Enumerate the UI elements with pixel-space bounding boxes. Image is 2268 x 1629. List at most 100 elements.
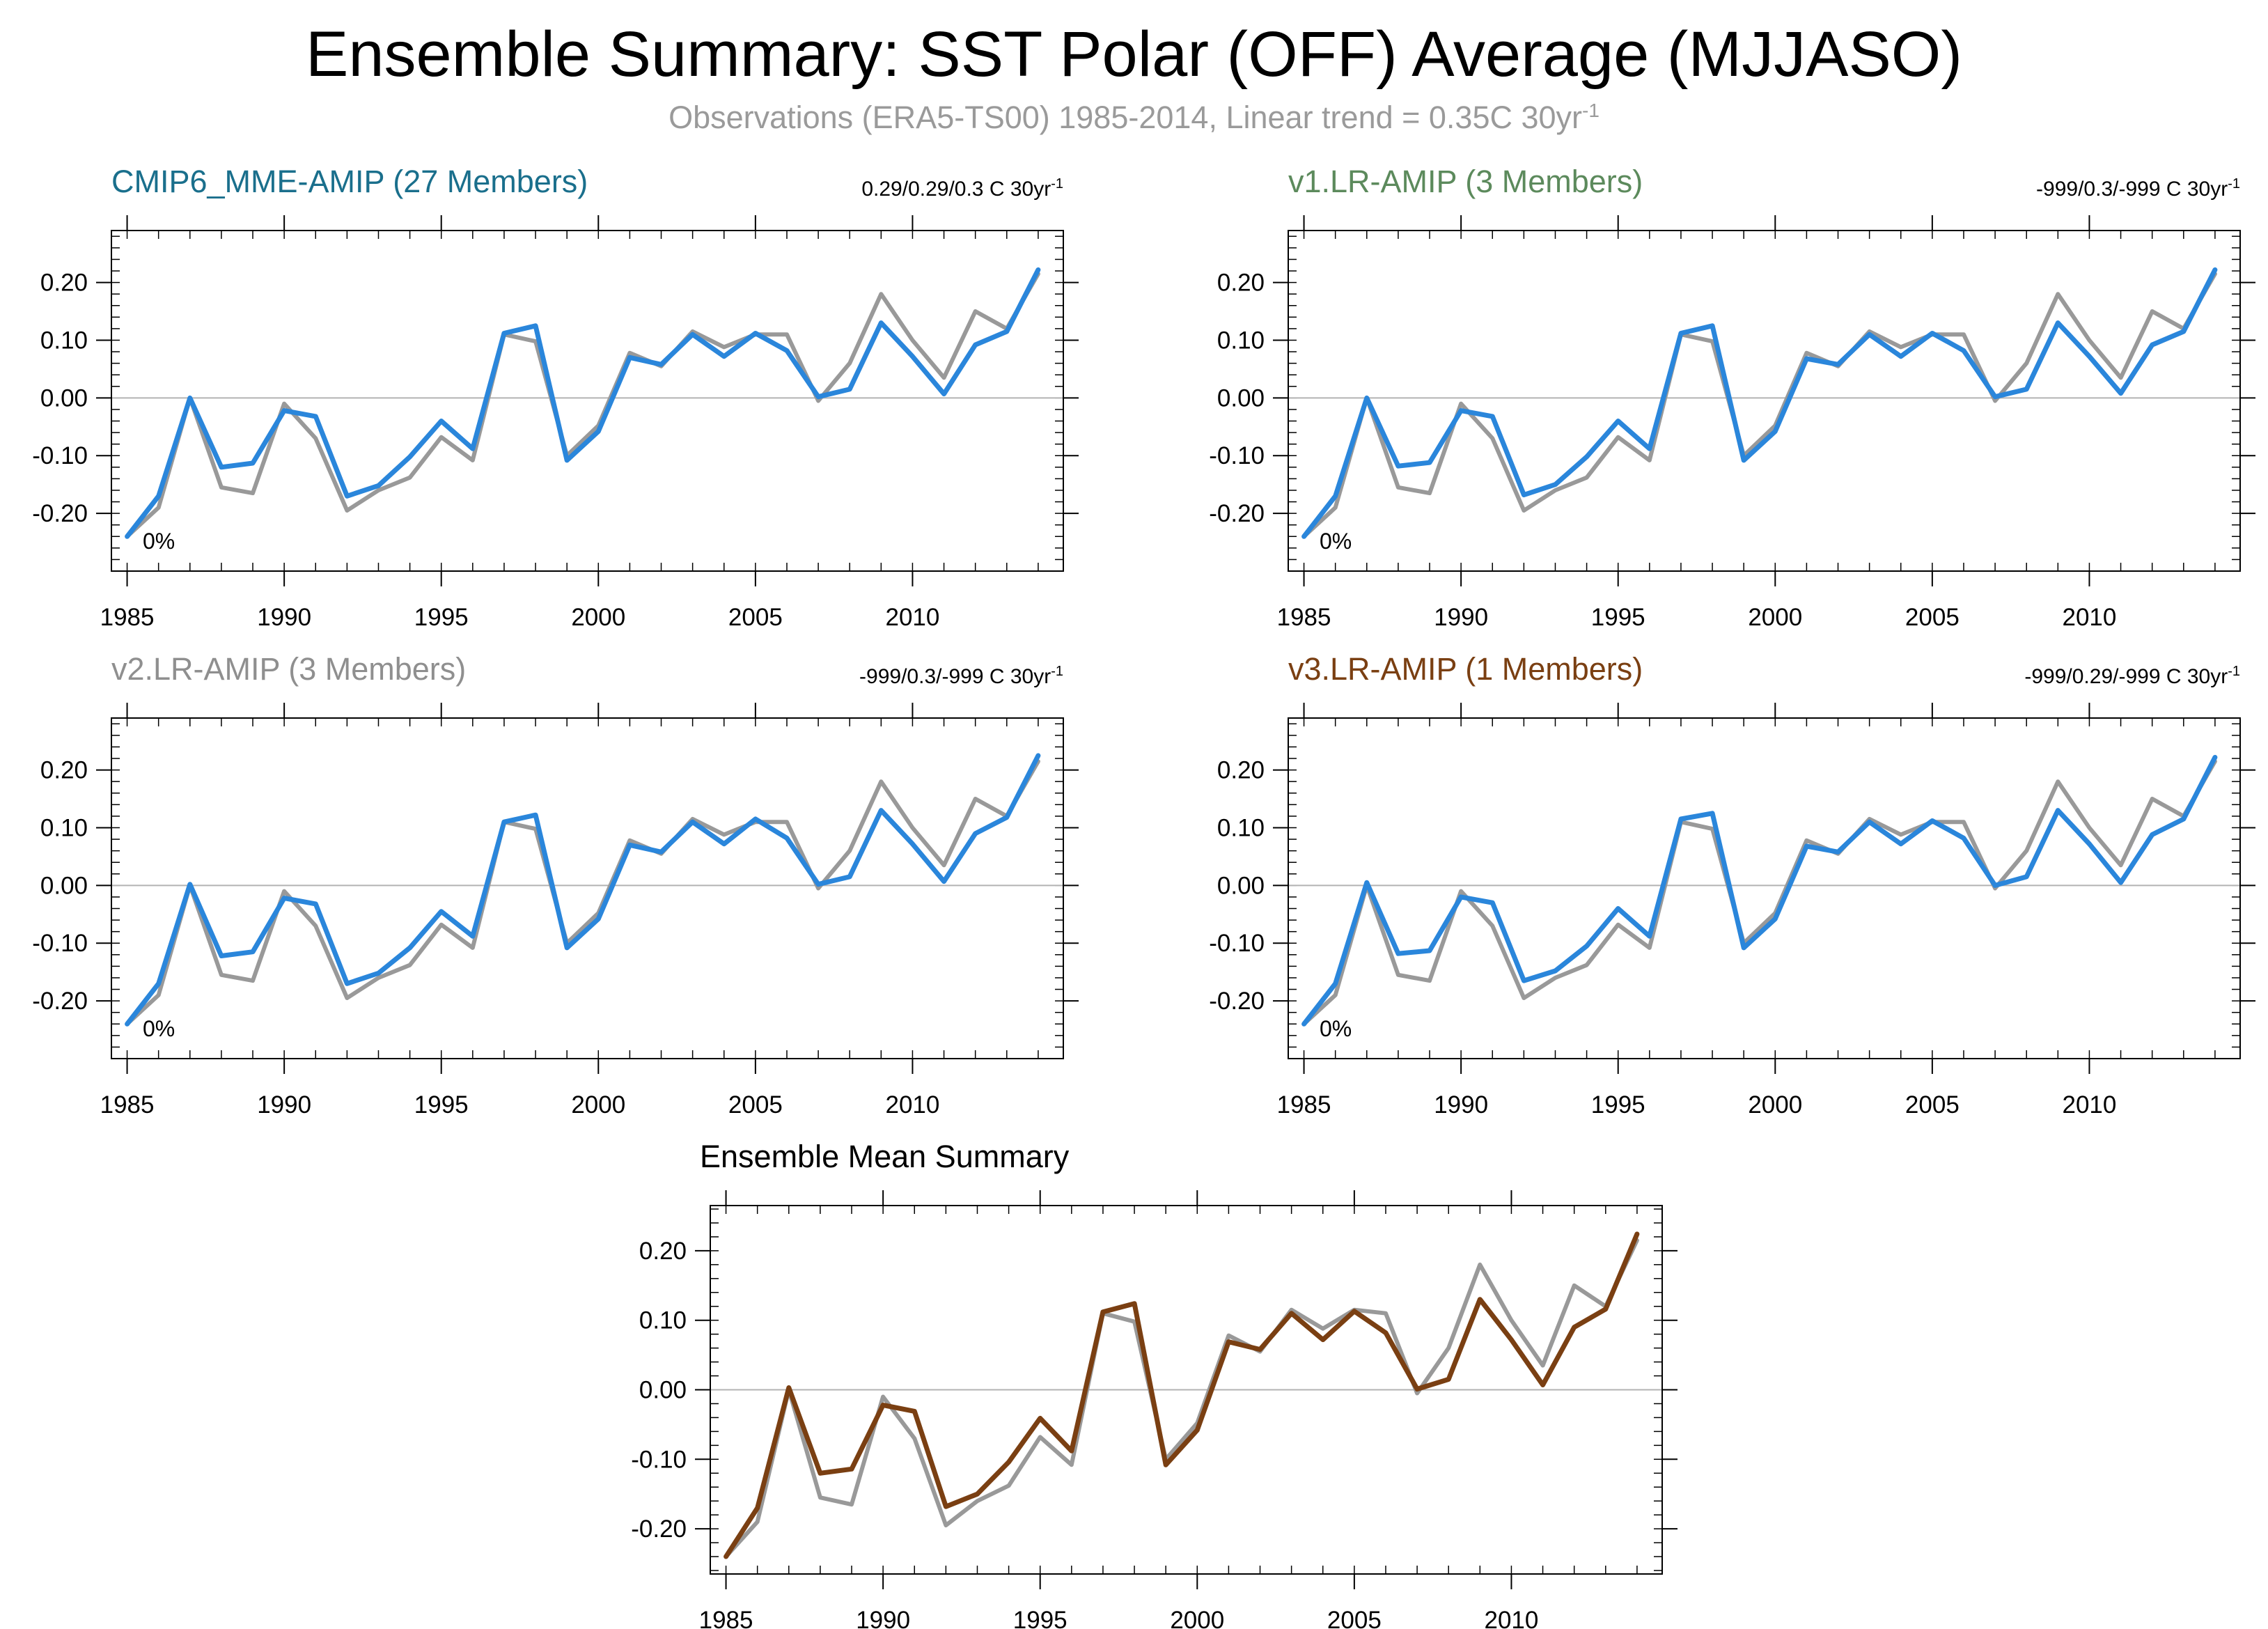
chart-svg: 1985 1990 1995 2000 2005 2010 0.20 0.10 0.00 -0.1… <box>32 703 1079 1119</box>
major-ticks <box>1273 703 2255 1074</box>
chart-svg: 1985 1990 1995 2000 2005 2010 0.20 0.10 0.00 -0.1… <box>1209 703 2255 1119</box>
x-tick-label: 2005 <box>728 1091 783 1119</box>
y-tick-label: 0.00 <box>40 384 88 412</box>
plot-frame <box>1288 717 2241 1059</box>
minor-ticks <box>111 231 1063 571</box>
percent-annotation: 0% <box>143 1016 175 1041</box>
series-line-obs <box>1301 272 2217 539</box>
panel-v1-lr-amip: v1.LR-AMIP (3 Members) -999/0.3/-999 C 30… <box>1177 164 2263 638</box>
plot-frame <box>1288 230 2241 572</box>
major-ticks <box>96 215 1079 586</box>
plot-frame <box>111 230 1064 572</box>
y-tick-label: 0.10 <box>1217 327 1265 354</box>
panel-title: v3.LR-AMIP (1 Members) <box>1288 651 1643 687</box>
trend-value: -999/0.29/-999 C 30yr <box>2024 665 2228 688</box>
figure-subtitle: Observations (ERA5-TS00) 1985-2014, Line… <box>0 92 2268 137</box>
x-tick-label: 1990 <box>1434 604 1488 631</box>
x-tick-label: 1995 <box>1013 1607 1067 1629</box>
x-tick-label: 2010 <box>886 1091 940 1119</box>
percent-annotation: 0% <box>1320 529 1352 554</box>
y-tick-label: 0.20 <box>639 1238 687 1265</box>
y-tick-label: -0.20 <box>1209 500 1265 527</box>
minor-ticks <box>1288 718 2240 1059</box>
y-tick-label: -0.20 <box>631 1515 687 1543</box>
y-tick-label: 0.00 <box>1217 872 1265 899</box>
x-tick-label: 1995 <box>1591 1091 1645 1119</box>
panel-cmip6-mme-amip: CMIP6_MME-AMIP (27 Members) 0.29/0.29/0.3… <box>0 164 1086 638</box>
x-tick-label: 2010 <box>886 604 940 631</box>
y-tick-label: 0.00 <box>1217 384 1265 412</box>
major-ticks <box>96 703 1079 1074</box>
y-tick-label: 0.10 <box>1217 814 1265 841</box>
series-line-obs <box>125 759 1040 1027</box>
series-obs <box>1301 759 2217 1027</box>
x-tick-label: 1985 <box>699 1607 753 1629</box>
x-tick-label: 2000 <box>571 1091 625 1119</box>
y-tick-label: 0.10 <box>639 1307 687 1334</box>
series-obs <box>1301 272 2217 539</box>
minor-ticks <box>710 1206 1662 1574</box>
y-tick-label: -0.10 <box>1209 442 1265 469</box>
series-model <box>125 267 1041 539</box>
y-tick-label: 0.20 <box>40 757 88 784</box>
y-tick-label: -0.20 <box>32 500 88 527</box>
panel-trend-text: 0.29/0.29/0.3 C 30yr-1 <box>861 171 1063 202</box>
x-tick-label: 2005 <box>1905 604 1960 631</box>
plot-frame <box>710 1205 1663 1575</box>
x-tick-label: 2010 <box>2063 604 2117 631</box>
x-tick-label: 1990 <box>257 1091 311 1119</box>
trend-superscript: -1 <box>1051 664 1063 679</box>
y-tick-label: 0.10 <box>40 814 88 841</box>
subtitle-text: Observations (ERA5-TS00) 1985-2014, Line… <box>668 100 1583 135</box>
y-tick-label: -0.20 <box>1209 988 1265 1015</box>
panel-ensemble-mean-summary: Ensemble Mean Summary 1985 1990 1995 2000 200… <box>599 1139 1685 1629</box>
chart-svg: 1985 1990 1995 2000 2005 2010 0.20 0.10 0.00 -0.1… <box>32 215 1079 631</box>
series-model <box>125 753 1041 1027</box>
panel-title: CMIP6_MME-AMIP (27 Members) <box>111 164 588 199</box>
y-tick-label: -0.10 <box>32 442 88 469</box>
x-tick-label: 2010 <box>1485 1607 1539 1629</box>
series-line-model <box>1301 267 2218 539</box>
x-tick-label: 2005 <box>728 604 783 631</box>
panel-title: v2.LR-AMIP (3 Members) <box>111 651 467 687</box>
series-line-obs <box>125 272 1040 539</box>
y-tick-label: 0.20 <box>1217 757 1265 784</box>
percent-annotation: 0% <box>143 529 175 554</box>
x-tick-label: 2000 <box>1170 1607 1224 1629</box>
subtitle-superscript: -1 <box>1582 100 1600 121</box>
y-tick-label: -0.10 <box>32 930 88 957</box>
x-tick-label: 1995 <box>1591 604 1645 631</box>
x-tick-label: 1985 <box>1277 604 1331 631</box>
trend-value: -999/0.3/-999 C 30yr <box>2036 178 2228 201</box>
panel-title: v1.LR-AMIP (3 Members) <box>1288 164 1643 199</box>
plot-frame <box>111 717 1064 1059</box>
x-tick-label: 1985 <box>100 1091 155 1119</box>
series-line-obs <box>1301 759 2217 1027</box>
series-line-obs <box>724 1238 1639 1559</box>
trend-value: 0.29/0.29/0.3 C 30yr <box>861 178 1051 201</box>
series-obs <box>125 272 1040 539</box>
x-tick-label: 1985 <box>1277 1091 1331 1119</box>
y-tick-label: 0.00 <box>639 1377 687 1404</box>
x-tick-label: 2000 <box>1748 604 1802 631</box>
series-model <box>1301 267 2218 539</box>
panel-trend-text: -999/0.29/-999 C 30yr-1 <box>2024 659 2240 689</box>
series-model <box>1301 754 2218 1027</box>
y-tick-label: 0.10 <box>40 327 88 354</box>
major-ticks <box>1273 215 2255 586</box>
x-tick-label: 2000 <box>1748 1091 1802 1119</box>
chart-svg: 1985 1990 1995 2000 2005 2010 0.20 0.10 0.00 -0.1… <box>1209 215 2255 631</box>
panel-title: Ensemble Mean Summary <box>700 1139 1070 1174</box>
trend-superscript: -1 <box>2228 176 2240 192</box>
series-line-model <box>1301 754 2218 1027</box>
panel-v3-lr-amip: v3.LR-AMIP (1 Members) -999/0.29/-999 C 3… <box>1177 652 2263 1125</box>
trend-superscript: -1 <box>1051 176 1063 192</box>
x-tick-label: 1990 <box>856 1607 910 1629</box>
x-tick-label: 2005 <box>1327 1607 1382 1629</box>
major-ticks <box>695 1190 1677 1589</box>
y-tick-label: 0.00 <box>40 872 88 899</box>
percent-annotation: 0% <box>1320 1016 1352 1041</box>
minor-ticks <box>1288 231 2240 571</box>
panel-trend-text: -999/0.3/-999 C 30yr-1 <box>859 659 1063 689</box>
x-tick-label: 1990 <box>257 604 311 631</box>
